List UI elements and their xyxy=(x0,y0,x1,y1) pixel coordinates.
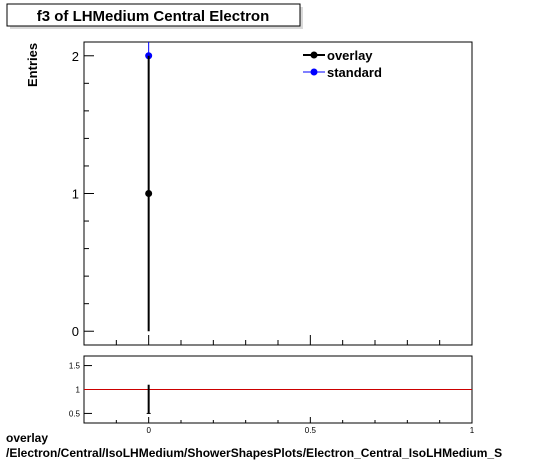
ratio-y-tick-label: 0.5 xyxy=(69,409,81,418)
legend-label-standard: standard xyxy=(327,65,382,80)
chart-title: f3 of LHMedium Central Electron xyxy=(37,8,270,25)
legend-marker-standard xyxy=(310,68,318,76)
legend: overlay standard xyxy=(303,48,382,80)
y-tick-label: 2 xyxy=(72,49,79,64)
y-axis-label: Entries xyxy=(25,43,40,87)
ratio-x-tick-label: 0 xyxy=(146,426,151,435)
ratio-x-tick-label: 1 xyxy=(470,426,475,435)
ratio-y-tick-label: 1.5 xyxy=(69,362,81,371)
ratio-data-marks xyxy=(84,384,472,414)
ratio-x-tick-label: 0.5 xyxy=(305,426,317,435)
title-frame xyxy=(6,3,301,27)
ratio-y-tick-label: 1 xyxy=(76,386,81,395)
main-data-marks xyxy=(145,42,153,332)
legend-marker-overlay xyxy=(310,51,318,59)
main-axes: 0 1 2 xyxy=(72,49,473,345)
main-plot-frame xyxy=(83,41,473,346)
footer-line-2: /Electron/Central/IsoLHMedium/ShowerShap… xyxy=(6,446,502,460)
legend-label-overlay: overlay xyxy=(327,48,373,63)
y-tick-label: 0 xyxy=(72,324,79,339)
overlay-point xyxy=(145,190,153,197)
footer-line-1: overlay xyxy=(6,431,48,445)
ratio-axes: 0.5 1 1.5 0 0.5 1 xyxy=(69,362,475,435)
y-tick-label: 1 xyxy=(72,187,79,202)
title-box: f3 of LHMedium Central Electron xyxy=(6,3,303,29)
